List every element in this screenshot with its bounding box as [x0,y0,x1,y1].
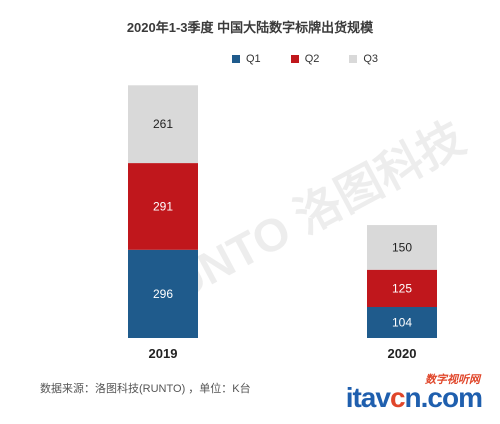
legend-swatch [232,55,240,63]
legend-label: Q1 [246,53,261,65]
legend-swatch [290,55,299,63]
bar-2020-q1 [367,307,437,338]
bar-2020-q3 [367,225,437,270]
legend-item-q2: Q2 [290,52,320,66]
legend-item-q3: Q3 [349,52,378,66]
data-label-2019-q2: 291 [153,199,173,213]
bar-2020-q2 [367,269,437,308]
legend-item-q1: Q1 [232,52,261,66]
data-label-2020-q2: 125 [392,281,412,295]
chart-title: 2020年1-3季度 中国大陆数字标牌出货规模 [126,20,374,35]
data-label-2019-q3: 261 [153,117,173,131]
data-label-2020-q1: 104 [392,316,412,330]
bar-2019-q1 [128,249,198,338]
legend-swatch [349,55,358,63]
bar-2019-q3 [128,85,198,164]
x-tick-label-2019: 2019 [149,346,178,361]
x-tick-label-2020: 2020 [388,346,417,361]
data-label-2019-q1: 296 [153,287,173,301]
data-label-2020-q3: 150 [392,240,412,254]
source-note: 数据来源：洛图科技(RUNTO) ，单位：K台 [40,383,251,395]
site-watermark-logo: itavcn.com [345,382,483,413]
legend: Q1 Q2 Q3 [232,52,378,66]
legend-label: Q2 [304,53,320,65]
legend-label: Q3 [363,53,379,65]
bar-2019-q2 [128,163,198,250]
site-watermark-subtitle: 数字视听网 [425,374,480,386]
